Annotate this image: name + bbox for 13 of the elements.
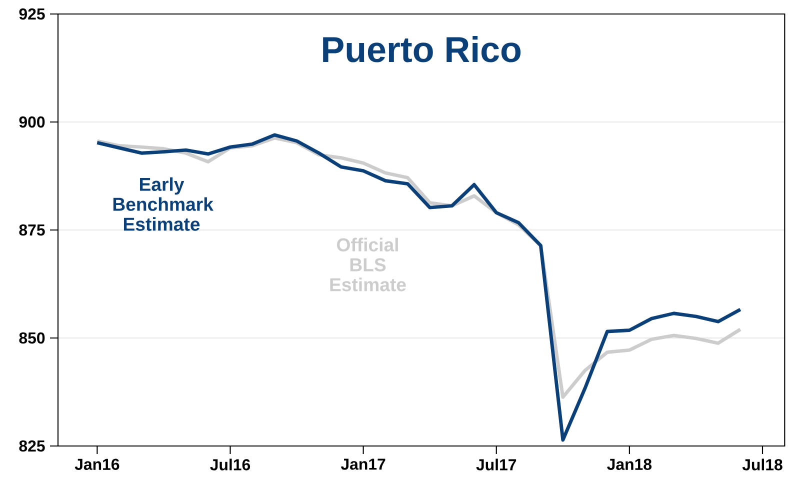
y-tick-label: 850 (19, 332, 45, 344)
x-tick-label: Jul17 (476, 458, 516, 470)
series-label: Early Benchmark Estimate (113, 177, 214, 231)
x-tick-label: Jan16 (74, 458, 120, 470)
x-tick-label: Jul16 (210, 458, 250, 470)
y-tick-label: 925 (19, 8, 45, 20)
chart-title: Puerto Rico (323, 36, 521, 62)
x-tick-label: Jan18 (607, 458, 652, 470)
y-tick-label: 825 (19, 440, 45, 452)
x-tick-label: Jan17 (340, 458, 386, 470)
y-tick-label: 900 (19, 116, 45, 128)
x-tick-label: Jul18 (742, 458, 782, 470)
y-tick-label: 875 (19, 224, 45, 236)
